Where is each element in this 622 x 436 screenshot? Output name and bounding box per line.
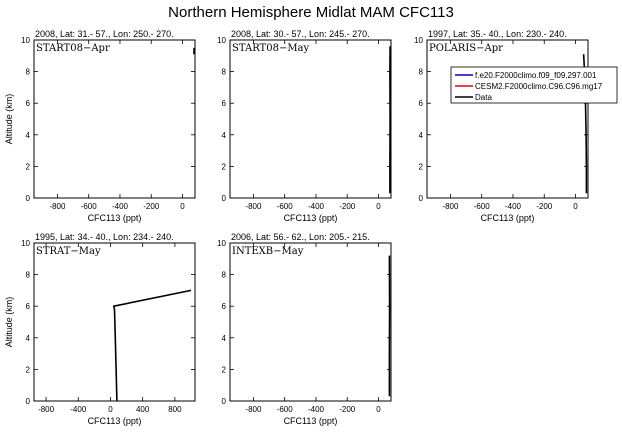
x-tick-label: -400 xyxy=(112,202,129,211)
y-tick-label: 8 xyxy=(26,68,31,77)
y-tick-label: 8 xyxy=(419,68,424,77)
x-axis-label: CFC113 (ppt) xyxy=(88,416,142,426)
y-tick-label: 8 xyxy=(222,68,227,77)
panel-5: 2006, Lat: 56.- 62., Lon: 205.- 215. INTE… xyxy=(217,232,392,426)
x-tick-label: -400 xyxy=(308,202,325,211)
y-tick-label: 10 xyxy=(217,239,226,248)
y-tick-label: 6 xyxy=(419,99,424,108)
panel-4: 1995, Lat: 34.- 40., Lon: 234.- 240. STRA… xyxy=(4,232,196,426)
x-tick-label: -600 xyxy=(81,202,98,211)
x-tick-label: 0 xyxy=(108,405,113,414)
y-tick-label: 6 xyxy=(26,302,31,311)
y-tick-label: 0 xyxy=(222,194,227,203)
y-tick-label: 8 xyxy=(222,271,227,280)
panel-label: START08−May xyxy=(232,43,310,54)
x-tick-label: -600 xyxy=(474,202,491,211)
x-axis-label: CFC113 (ppt) xyxy=(88,213,142,223)
panels-container: 2008, Lat: 31.- 57., Lon: 250.- 270. STAR… xyxy=(4,29,589,426)
panel-info: 1997, Lat: 35.- 40., Lon: 230.- 240. xyxy=(428,29,567,39)
panel-label: STRAT−May xyxy=(36,246,101,257)
panel-label: START08−Apr xyxy=(36,43,110,54)
legend-box xyxy=(450,66,618,104)
panel-info: 1995, Lat: 34.- 40., Lon: 234.- 240. xyxy=(35,232,174,242)
panel-3: 1997, Lat: 35.- 40., Lon: 230.- 240. POLA… xyxy=(414,29,589,223)
y-tick-label: 4 xyxy=(222,131,227,140)
y-tick-label: 0 xyxy=(222,397,227,406)
legend: f.e20.F2000climo.f09_f09.297.001 CESM2.F2… xyxy=(450,66,618,104)
x-tick-label: -200 xyxy=(339,405,356,414)
x-tick-label: -200 xyxy=(143,202,160,211)
x-tick-label: 800 xyxy=(168,405,182,414)
plot-frame xyxy=(229,39,392,199)
y-tick-label: 10 xyxy=(21,239,30,248)
y-axis-label: Altitude (km) xyxy=(4,94,14,145)
x-tick-label: -600 xyxy=(277,202,294,211)
panel-1: 2008, Lat: 31.- 57., Lon: 250.- 270. STAR… xyxy=(4,29,196,223)
plot-frame xyxy=(426,39,589,199)
y-tick-label: 8 xyxy=(26,271,31,280)
panel-label: POLARIS−Apr xyxy=(429,43,503,54)
x-tick-label: -400 xyxy=(308,405,325,414)
y-tick-label: 2 xyxy=(26,365,31,374)
panel-info: 2006, Lat: 56.- 62., Lon: 205.- 215. xyxy=(231,232,370,242)
y-tick-label: 6 xyxy=(222,99,227,108)
legend-entry: f.e20.F2000climo.f09_f09.297.001 xyxy=(475,71,597,80)
series-line xyxy=(112,289,192,402)
x-tick-label: -800 xyxy=(38,405,55,414)
y-tick-label: 4 xyxy=(26,334,31,343)
x-tick-label: 0 xyxy=(180,202,185,211)
x-tick-label: -200 xyxy=(536,202,553,211)
y-tick-label: 4 xyxy=(26,131,31,140)
x-axis-label: CFC113 (ppt) xyxy=(481,213,535,223)
panel-info: 2008, Lat: 31.- 57., Lon: 250.- 270. xyxy=(35,29,174,39)
x-tick-label: -600 xyxy=(277,405,294,414)
x-tick-label: 0 xyxy=(376,405,381,414)
y-tick-label: 0 xyxy=(419,194,424,203)
legend-entry: Data xyxy=(475,93,492,102)
y-tick-label: 10 xyxy=(414,36,423,45)
y-tick-label: 2 xyxy=(26,162,31,171)
panel-info: 2008, Lat: 30.- 57., Lon: 245.- 270. xyxy=(231,29,370,39)
y-tick-label: 10 xyxy=(217,36,226,45)
y-tick-label: 4 xyxy=(419,131,424,140)
y-tick-label: 4 xyxy=(222,334,227,343)
figure-title: Northern Hemisphere Midlat MAM CFC113 xyxy=(168,4,454,21)
legend-entry: CESM2.F2000climo.C96.C96.mg17 xyxy=(475,82,603,91)
x-tick-label: 0 xyxy=(573,202,578,211)
y-axis-label: Altitude (km) xyxy=(4,297,14,348)
x-tick-label: -400 xyxy=(70,405,87,414)
x-tick-label: 400 xyxy=(136,405,150,414)
y-tick-label: 10 xyxy=(21,36,30,45)
plot-frame xyxy=(33,39,196,199)
x-tick-label: -800 xyxy=(49,202,66,211)
y-tick-label: 6 xyxy=(222,302,227,311)
x-tick-label: -400 xyxy=(505,202,522,211)
y-tick-label: 2 xyxy=(222,365,227,374)
x-tick-label: 0 xyxy=(376,202,381,211)
x-tick-label: -200 xyxy=(339,202,356,211)
y-tick-label: 0 xyxy=(26,194,31,203)
y-tick-label: 6 xyxy=(26,99,31,108)
panel-label: INTEXB−May xyxy=(232,246,304,257)
y-tick-label: 2 xyxy=(419,162,424,171)
y-tick-label: 0 xyxy=(26,397,31,406)
plot-frame xyxy=(33,242,196,402)
x-tick-label: -800 xyxy=(245,202,262,211)
y-tick-label: 2 xyxy=(222,162,227,171)
plot-frame xyxy=(229,242,392,402)
x-tick-label: -800 xyxy=(245,405,262,414)
x-axis-label: CFC113 (ppt) xyxy=(284,416,338,426)
panel-2: 2008, Lat: 30.- 57., Lon: 245.- 270. STAR… xyxy=(217,29,392,223)
x-tick-label: -800 xyxy=(442,202,459,211)
x-axis-label: CFC113 (ppt) xyxy=(284,213,338,223)
